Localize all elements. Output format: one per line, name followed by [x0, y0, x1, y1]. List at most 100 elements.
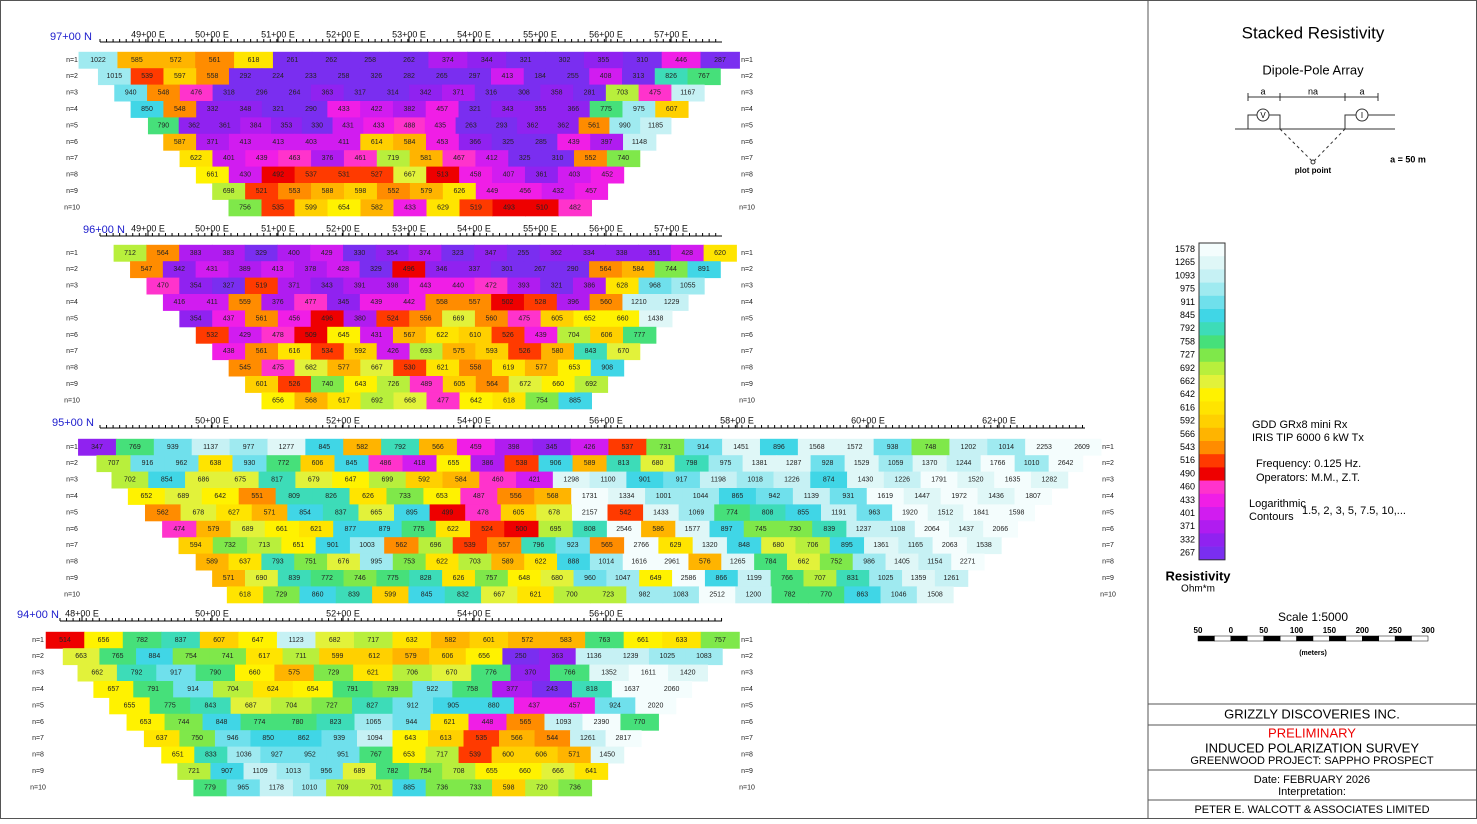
resistivity-value: 321: [551, 283, 563, 290]
resistivity-value: 524: [481, 526, 493, 533]
resistivity-cell: [490, 261, 525, 279]
resistivity-value: 585: [131, 57, 143, 64]
level-label: n=9: [741, 768, 753, 775]
resistivity-cell: [574, 763, 609, 780]
resistivity-value: 845: [346, 460, 358, 467]
resistivity-value: 1637: [624, 686, 640, 693]
resistivity-value: 924: [609, 702, 621, 709]
resistivity-value: 478: [477, 509, 489, 516]
resistivity-cell: [359, 746, 393, 764]
resistivity-cell: [589, 471, 627, 489]
station-label: 55+00 E: [523, 29, 557, 39]
resistivity-value: 808: [762, 509, 774, 516]
resistivity-value: 184: [534, 73, 546, 80]
resistivity-value: 391: [354, 283, 366, 290]
resistivity-cell: [589, 537, 625, 555]
resistivity-value: 695: [550, 526, 562, 533]
resistivity-value: 708: [453, 768, 465, 775]
resistivity-value: 713: [258, 542, 270, 549]
resistivity-cell: [465, 504, 502, 522]
resistivity-cell: [442, 376, 477, 393]
resistivity-value: 1261: [580, 735, 596, 742]
resistivity-cell: [133, 681, 174, 698]
resistivity-cell: [608, 488, 646, 505]
resistivity-value: 939: [333, 735, 345, 742]
resistivity-cell: [460, 488, 498, 505]
resistivity-value: 500: [516, 526, 528, 533]
meter-label: V: [1260, 111, 1266, 120]
station-label: 51+00 E: [261, 223, 295, 233]
resistivity-value: 474: [173, 526, 185, 533]
resistivity-cell: [590, 166, 625, 184]
resistivity-value: 621: [310, 526, 322, 533]
resistivity-cell: [957, 471, 995, 489]
resistivity-value: 1123: [289, 637, 304, 644]
resistivity-value: 907: [221, 768, 233, 775]
resistivity-cell: [475, 150, 509, 168]
resistivity-cell: [408, 277, 443, 295]
resistivity-value: 412: [486, 155, 498, 162]
resistivity-cell: [474, 244, 508, 262]
resistivity-value: 1210: [631, 299, 647, 306]
resistivity-cell: [147, 84, 181, 102]
legend-label: 516: [1180, 455, 1195, 465]
resistivity-value: 575: [288, 670, 300, 677]
resistivity-cell: [623, 631, 663, 649]
resistivity-value: 429: [321, 250, 333, 257]
resistivity-value: 689: [177, 493, 189, 500]
resistivity-value: 472: [485, 283, 497, 290]
resistivity-cell: [271, 697, 313, 715]
level-label: n=1: [741, 250, 753, 257]
legend-swatch: [1199, 414, 1225, 429]
resistivity-value: 1577: [685, 526, 701, 533]
legend-label: 371: [1180, 521, 1195, 531]
resistivity-cell: [267, 438, 306, 456]
resistivity-cell: [84, 631, 124, 649]
resistivity-value: 769: [129, 444, 141, 451]
resistivity-cell: [162, 261, 197, 279]
resistivity-value: 539: [469, 752, 481, 759]
resistivity-cell: [409, 343, 443, 361]
resistivity-cell: [298, 520, 334, 538]
resistivity-value: 558: [207, 73, 219, 80]
resistivity-cell: [376, 310, 410, 328]
resistivity-cell: [180, 504, 217, 522]
scale-unit: (meters): [1299, 650, 1327, 657]
resistivity-value: 580: [552, 348, 564, 355]
resistivity-value: 922: [427, 686, 439, 693]
resistivity-cell: [259, 779, 294, 797]
resistivity-cell: [698, 586, 736, 604]
level-label: n=8: [66, 559, 78, 566]
resistivity-cell: [606, 455, 642, 473]
resistivity-value: 564: [486, 381, 498, 388]
resistivity-value: 895: [841, 542, 853, 549]
resistivity-cell: [179, 84, 214, 102]
survey-notes: GDD GRx8 mini Rx IRIS TIP 6000 6 kW Tx F…: [1249, 419, 1406, 523]
resistivity-cell: [360, 133, 394, 151]
resistivity-cell: [99, 648, 137, 666]
resistivity-cell: [458, 746, 493, 764]
resistivity-value: 1237: [856, 526, 872, 533]
station-label: 50+00 E: [195, 608, 229, 618]
resistivity-value: 353: [281, 122, 293, 129]
resistivity-cell: [430, 713, 469, 731]
resistivity-cell: [442, 343, 476, 361]
resistivity-cell: [940, 488, 979, 505]
resistivity-value: 1013: [285, 768, 301, 775]
resistivity-value: 302: [559, 57, 571, 64]
resistivity-cell: [360, 199, 394, 217]
resistivity-cell: [474, 570, 509, 587]
resistivity-value: 1282: [1042, 477, 1058, 484]
station-label: 54+00 E: [457, 223, 491, 233]
resistivity-value: 1136: [586, 653, 601, 660]
resistivity-cell: [776, 455, 812, 473]
resistivity-value: 601: [256, 381, 268, 388]
resistivity-value: 642: [470, 397, 482, 404]
resistivity-value: 584: [632, 266, 644, 273]
resistivity-cell: [178, 537, 214, 555]
resistivity-cell: [228, 133, 263, 151]
resistivity-value: 308: [518, 90, 530, 97]
level-label: n=8: [741, 752, 753, 759]
level-label: n=8: [741, 365, 753, 372]
